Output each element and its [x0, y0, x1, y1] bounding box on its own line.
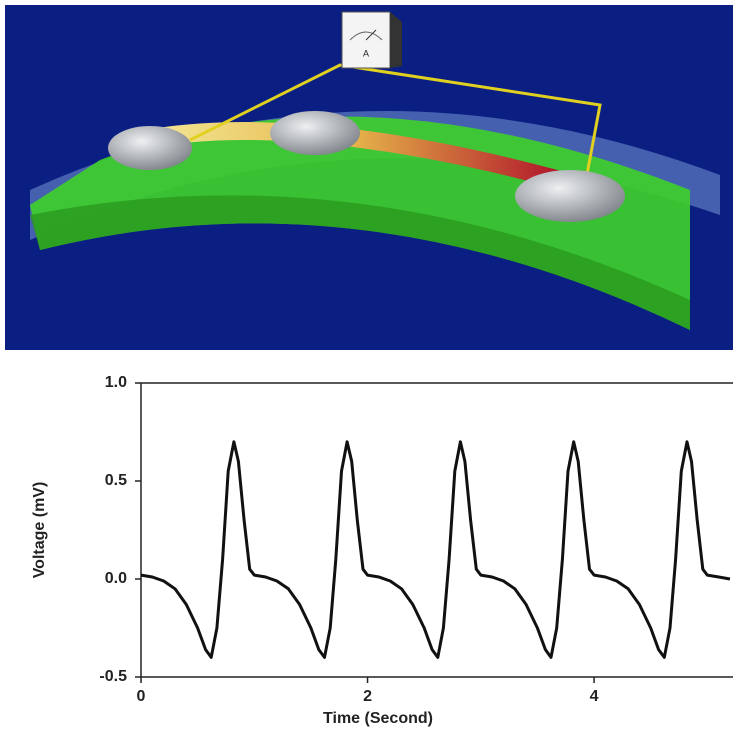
y-tick-label: -0.5 — [99, 668, 127, 685]
ammeter-scale — [349, 31, 383, 41]
x-axis-title: Time (Second) — [323, 710, 433, 727]
ammeter-needle — [365, 29, 377, 41]
electrode — [515, 170, 625, 222]
substrate-side — [30, 195, 690, 330]
x-tick-label: 2 — [363, 688, 372, 705]
ammeter-label: A — [363, 48, 369, 58]
data-line — [140, 440, 731, 659]
y-axis-title: Voltage (mV) — [31, 482, 48, 579]
y-tick-label: 1.0 — [105, 374, 127, 391]
illustration: A — [5, 5, 733, 350]
electrode — [108, 126, 192, 170]
y-tick-label: 0.0 — [105, 570, 127, 587]
y-tick-label: 0.5 — [105, 472, 127, 489]
x-tick-label: 0 — [137, 688, 146, 705]
x-tick-label: 4 — [590, 688, 599, 705]
ammeter-side — [390, 12, 402, 68]
circuit-wire — [189, 63, 602, 186]
electrode — [270, 111, 360, 155]
